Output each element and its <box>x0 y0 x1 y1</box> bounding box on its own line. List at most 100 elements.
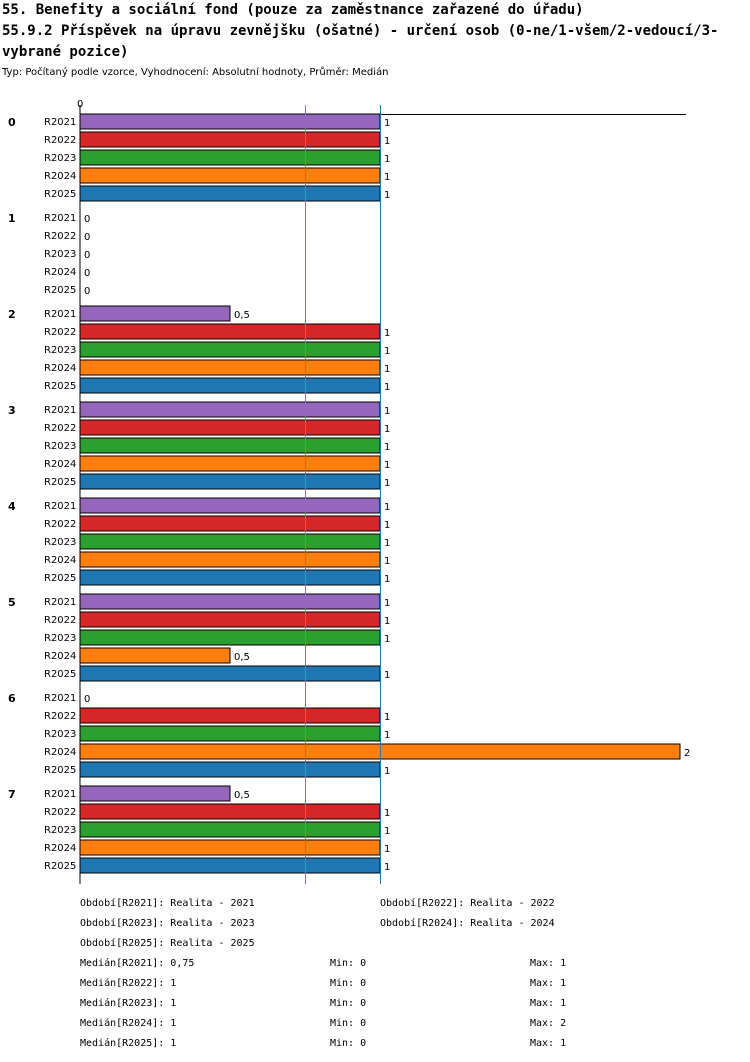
data-label: 1 <box>384 136 390 147</box>
data-label: 1 <box>384 766 390 777</box>
series-label: R2024 <box>44 747 76 758</box>
data-label: 1 <box>384 382 390 393</box>
legend-min-r2024: Min: 0 <box>330 1018 367 1029</box>
bar-2-r2025 <box>79 377 381 394</box>
bar-3-r2021 <box>79 401 381 418</box>
legend-max-r2024: Max: 2 <box>530 1018 567 1029</box>
bar-7-r2024 <box>79 839 381 856</box>
legend-period-r2023: Období[R2023]: Realita - 2023 <box>80 918 255 929</box>
series-label: R2023 <box>44 441 76 452</box>
bar-7-r2025 <box>79 857 381 874</box>
bar-5-r2021 <box>79 593 381 610</box>
bar-0-r2022 <box>79 131 381 148</box>
series-label: R2023 <box>44 249 76 260</box>
legend-max-r2021: Max: 1 <box>530 958 567 969</box>
data-label: 1 <box>384 844 390 855</box>
series-label: R2025 <box>44 669 76 680</box>
legend-period-r2022: Období[R2022]: Realita - 2022 <box>380 898 555 909</box>
series-label: R2022 <box>44 519 76 530</box>
series-label: R2025 <box>44 285 76 296</box>
series-label: R2021 <box>44 213 76 224</box>
data-label: 0 <box>84 268 90 279</box>
data-label: 1 <box>384 442 390 453</box>
series-label: R2023 <box>44 345 76 356</box>
bar-4-r2025 <box>79 569 381 586</box>
bar-5-r2022 <box>79 611 381 628</box>
data-label: 1 <box>384 538 390 549</box>
legend-median-r2024: Medián[R2024]: 1 <box>80 1018 177 1029</box>
group-label-7: 7 <box>8 788 16 801</box>
legend-median-r2023: Medián[R2023]: 1 <box>80 998 177 1009</box>
series-label: R2021 <box>44 309 76 320</box>
bar-5-r2025 <box>79 665 381 682</box>
data-label: 1 <box>384 556 390 567</box>
bar-4-r2021 <box>79 497 381 514</box>
data-label: 0 <box>84 286 90 297</box>
bar-4-r2023 <box>79 533 381 550</box>
series-label: R2022 <box>44 711 76 722</box>
bar-3-r2025 <box>79 473 381 490</box>
bar-4-r2022 <box>79 515 381 532</box>
legend-max-r2022: Max: 1 <box>530 978 567 989</box>
bar-6-r2022 <box>79 707 381 724</box>
series-label: R2021 <box>44 597 76 608</box>
data-label: 1 <box>384 364 390 375</box>
legend-period-r2024: Období[R2024]: Realita - 2024 <box>380 918 555 929</box>
series-label: R2021 <box>44 789 76 800</box>
legend-median-r2022: Medián[R2022]: 1 <box>80 978 177 989</box>
bar-2-r2021 <box>79 305 231 322</box>
bar-2-r2022 <box>79 323 381 340</box>
page-title: 55. Benefity a sociální fond (pouze za z… <box>2 2 719 60</box>
chart-subtitle: Typ: Počítaný podle vzorce, Vyhodnocení:… <box>2 67 389 78</box>
data-label: 1 <box>384 712 390 723</box>
series-label: R2025 <box>44 765 76 776</box>
group-label-1: 1 <box>8 212 16 225</box>
data-label: 1 <box>384 574 390 585</box>
series-label: R2023 <box>44 633 76 644</box>
series-label: R2025 <box>44 573 76 584</box>
series-label: R2022 <box>44 327 76 338</box>
data-label: 1 <box>384 730 390 741</box>
data-label: 1 <box>384 598 390 609</box>
x-tick-label: 0 <box>77 99 83 110</box>
data-label: 1 <box>384 826 390 837</box>
group-label-0: 0 <box>8 116 16 129</box>
data-label: 1 <box>384 406 390 417</box>
data-label: 1 <box>384 634 390 645</box>
data-label: 0 <box>84 250 90 261</box>
data-label: 0 <box>84 694 90 705</box>
bar-3-r2022 <box>79 419 381 436</box>
legend-min-r2022: Min: 0 <box>330 978 367 989</box>
bar-0-r2024 <box>79 167 381 184</box>
series-label: R2021 <box>44 693 76 704</box>
legend-min-r2025: Min: 0 <box>330 1038 367 1049</box>
data-label: 0,5 <box>234 652 250 663</box>
legend-period-r2021: Období[R2021]: Realita - 2021 <box>80 898 255 909</box>
bar-7-r2021 <box>79 785 231 802</box>
data-label: 0 <box>84 232 90 243</box>
bar-7-r2022 <box>79 803 381 820</box>
data-label: 1 <box>384 478 390 489</box>
group-label-4: 4 <box>8 500 16 513</box>
bar-0-r2023 <box>79 149 381 166</box>
data-label: 1 <box>384 460 390 471</box>
series-label: R2022 <box>44 615 76 626</box>
series-label: R2023 <box>44 825 76 836</box>
series-label: R2022 <box>44 807 76 818</box>
bar-3-r2024 <box>79 455 381 472</box>
series-label: R2021 <box>44 405 76 416</box>
series-label: R2023 <box>44 537 76 548</box>
group-label-6: 6 <box>8 692 16 705</box>
legend-max-r2025: Max: 1 <box>530 1038 567 1049</box>
series-label: R2024 <box>44 363 76 374</box>
bar-5-r2023 <box>79 629 381 646</box>
group-label-5: 5 <box>8 596 16 609</box>
series-label: R2025 <box>44 861 76 872</box>
data-label: 1 <box>384 424 390 435</box>
series-label: R2023 <box>44 729 76 740</box>
data-label: 1 <box>384 808 390 819</box>
data-label: 1 <box>384 520 390 531</box>
data-label: 1 <box>384 862 390 873</box>
series-label: R2024 <box>44 843 76 854</box>
